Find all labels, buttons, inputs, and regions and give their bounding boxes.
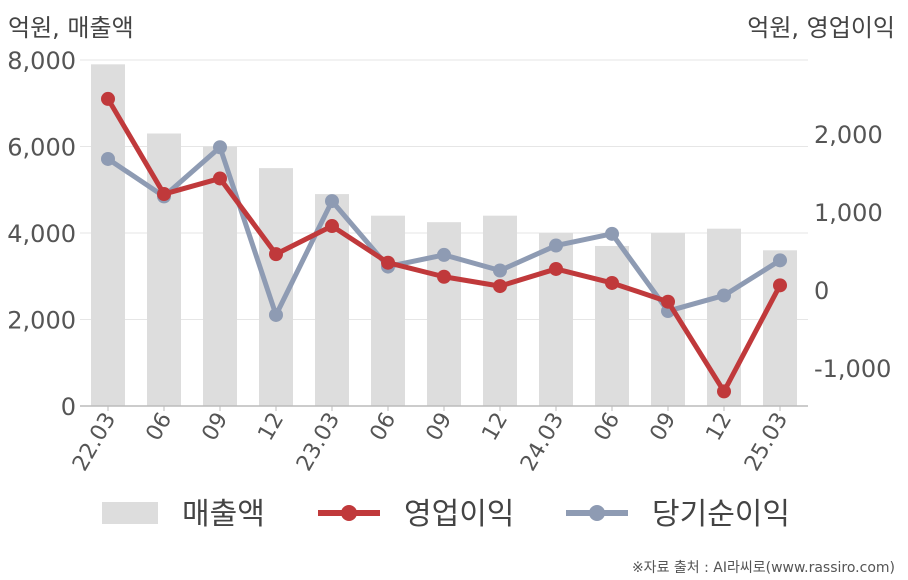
x-tick-label: 12 [478,409,514,446]
revenue-bar [707,228,741,406]
axes [80,405,808,411]
x-tick-label: 09 [422,409,458,446]
revenue-bar [763,250,797,406]
left-tick-label: 0 [61,393,76,421]
operating-profit-point [661,294,675,309]
revenue-bar [483,215,517,406]
operating-profit-point [549,261,563,276]
legend-revenue-swatch [102,502,158,524]
operating-profit-point [437,269,451,284]
right-tick-label: -1,000 [814,355,891,383]
x-tick-label: 12 [702,409,738,446]
revenue-bar [371,215,405,406]
legend-operating-profit-marker [341,505,357,521]
left-unit-label: 억원, 매출액 [8,14,134,42]
operating-profit-point [605,275,619,290]
net-income-point [213,140,227,155]
net-income-point [605,226,619,241]
operating-profit-point [717,384,731,399]
left-tick-label: 4,000 [7,220,76,248]
x-tick-label: 12 [254,409,290,446]
x-tick-label: 06 [366,409,402,446]
revenue-bar [595,245,629,406]
net-income-point [269,307,283,322]
x-tick-label: 25.03 [740,409,793,476]
net-income-point [717,288,731,303]
right-tick-label: 1,000 [814,199,883,227]
operating-profit-point [157,187,171,202]
left-tick-label: 6,000 [7,134,76,162]
net-income-point [549,238,563,253]
right-tick-label: 2,000 [814,121,883,149]
operating-profit-point [773,278,787,293]
legend-revenue-label: 매출액 [182,497,265,532]
operating-profit-point [325,219,339,234]
x-tick-label: 06 [142,409,178,446]
operating-profit-point [101,91,115,106]
left-tick-label: 2,000 [7,307,76,335]
x-tick-label: 06 [590,409,626,446]
right-tick-label: 0 [814,277,829,305]
revenue-bars [91,64,797,406]
right-unit-label: 억원, 영업이익 [747,14,895,42]
line-series [101,91,787,399]
net-income-point [493,263,507,278]
net-income-point [773,253,787,268]
net-income-point [325,194,339,209]
legend-net-income-label: 당기순이익 [652,497,790,532]
operating-profit-point [381,255,395,270]
x-tick-label: 23.03 [292,409,345,476]
left-tick-label: 8,000 [7,47,76,75]
source-note: ※자료 출처 : AI라씨로(www.rassiro.com) [632,560,895,576]
net-income-point [437,247,451,262]
legend: 매출액 영업이익 당기순이익 [102,497,790,532]
operating-profit-point [269,247,283,262]
x-tick-label: 24.03 [516,409,569,476]
legend-net-income-marker [589,505,605,521]
operating-profit-point [213,171,227,186]
net-income-point [101,151,115,166]
x-tick-label: 09 [646,409,682,446]
revenue-bar [539,233,573,406]
legend-operating-profit-label: 영업이익 [404,497,514,532]
x-tick-label: 22.03 [68,409,121,476]
x-tick-label: 09 [198,409,234,446]
operating-profit-point [493,279,507,294]
